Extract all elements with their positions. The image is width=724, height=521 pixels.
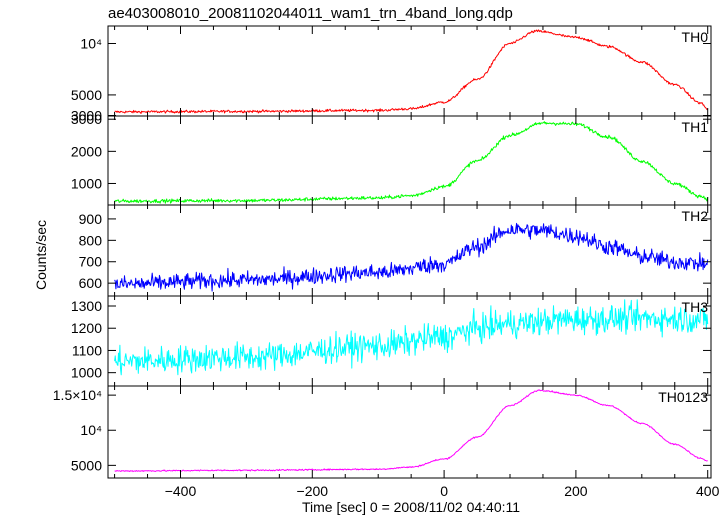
- series-line-th0: [114, 29, 708, 114]
- panel-frame: [107, 25, 712, 117]
- panel-th0123: 5000 10⁴ 1.5×10⁴ TH0123: [53, 385, 712, 479]
- panel-th1: 1000 2000 3000 TH1: [71, 111, 712, 206]
- y-tick-label: 3000: [71, 107, 102, 123]
- series-line-th1: [114, 121, 709, 204]
- series-line-th2: [114, 222, 709, 292]
- panel-th3: 1000 1100 1200 1300 TH3: [71, 295, 712, 387]
- x-tick-label: 0: [440, 483, 448, 499]
- y-tick-label: 10⁴: [80, 35, 102, 51]
- y-tick-label: 5000: [71, 457, 102, 473]
- x-tick-label: −400: [165, 483, 197, 499]
- y-tick-label: 600: [79, 275, 103, 291]
- panel-frame: [107, 385, 712, 479]
- y-tick-label: 1000: [71, 175, 102, 191]
- y-tick-label: 5000: [71, 87, 102, 103]
- panel-label: TH0: [682, 29, 709, 45]
- panel-label: TH3: [682, 299, 709, 315]
- x-tick-label: 400: [696, 483, 720, 499]
- y-tick-label: 3000: [71, 111, 102, 127]
- y-tick-label: 1.5×10⁴: [53, 387, 102, 403]
- y-axis-label: Counts/sec: [33, 220, 49, 290]
- y-tick-label: 1300: [71, 298, 102, 314]
- x-tick-label: 200: [564, 483, 588, 499]
- panel-label: TH2: [682, 208, 709, 224]
- y-tick-label: 1000: [71, 365, 102, 381]
- panel-frame: [107, 115, 712, 206]
- x-tick-label: −200: [297, 483, 329, 499]
- panel-th2: 600 700 800 900 TH2: [79, 204, 712, 297]
- panel-label: TH0123: [658, 389, 708, 405]
- panel-label: TH1: [682, 119, 709, 135]
- y-tick-label: 2000: [71, 143, 102, 159]
- y-tick-label: 1100: [72, 342, 102, 358]
- series-line-th0123: [114, 389, 708, 473]
- y-tick-label: 700: [79, 254, 103, 270]
- y-tick-label: 10⁴: [80, 422, 102, 438]
- x-axis-label: Time [sec] 0 = 2008/11/02 04:40:11: [302, 499, 520, 515]
- series-line-th3: [114, 299, 709, 376]
- chart-title: ae403008010_20081102044011_wam1_trn_4ban…: [108, 5, 513, 22]
- y-tick-label: 800: [79, 232, 103, 248]
- y-tick-label: 900: [79, 211, 103, 227]
- y-tick-label: 1200: [71, 320, 102, 336]
- panel-th0: 3000 5000 10⁴ TH0: [71, 25, 712, 123]
